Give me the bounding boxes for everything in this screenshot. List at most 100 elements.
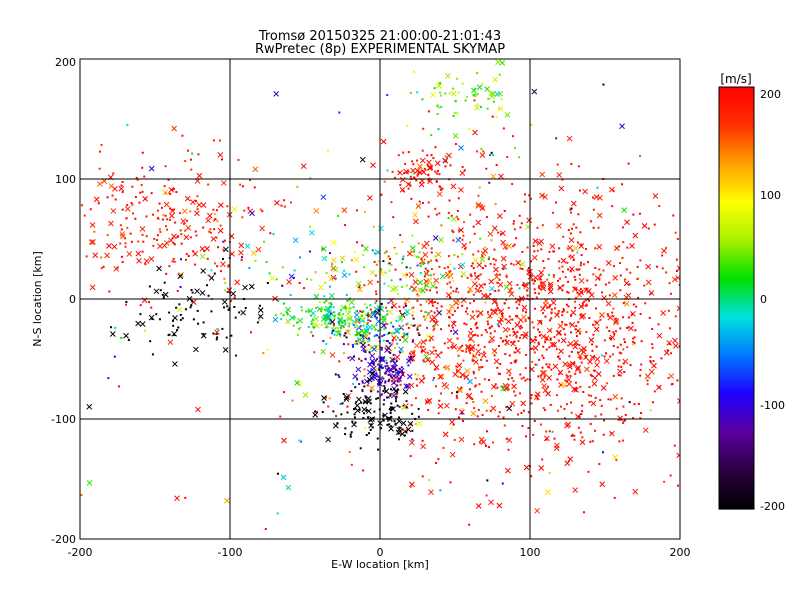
data-point-dot [125,217,128,220]
data-point-dot [168,265,171,268]
data-point-dot [567,280,570,283]
data-point-dot [325,272,328,275]
data-point-cross [361,330,368,336]
data-point-dot [498,278,501,281]
data-point-dot [615,330,618,333]
data-point-dot [619,343,622,346]
data-point-dot [456,369,459,372]
data-point-dot [549,329,552,332]
data-point-cross [479,256,486,263]
data-point-cross [613,317,620,324]
data-point-dot [325,299,328,302]
data-point-dot [158,202,161,205]
data-point-cross [339,255,346,262]
data-point-dot [156,216,159,219]
data-point-dot [546,306,549,309]
colorbar-segment [719,133,754,136]
data-point-dot [328,397,331,400]
data-point-dot [461,165,464,168]
data-point-dot [390,356,393,359]
data-point-dot [408,287,411,290]
data-point-dot [532,326,535,329]
data-point-cross [571,286,578,293]
data-point-cross [556,172,563,178]
colorbar-segment [719,131,754,134]
data-point-dot [537,341,540,344]
colorbar-segment [719,293,754,296]
colorbar-ticks: 200 100 0 -100 -200 [760,88,785,513]
data-point-dot [388,269,391,272]
data-point-cross [557,284,564,291]
data-point-cross [472,129,478,136]
data-point-dot [609,355,612,358]
data-point-dot [283,205,286,208]
data-point-cross [579,439,586,446]
data-point-dot [479,237,482,240]
data-point-dot [542,407,545,410]
data-point-dot [380,427,383,430]
data-point-dot [382,403,385,406]
data-point-dot [190,304,193,307]
data-point-dot [625,268,628,271]
data-point-dot [286,313,289,316]
colorbar-segment [719,91,754,94]
data-point-dot [355,401,358,404]
data-point-dot [381,366,384,369]
data-point-dot [386,94,389,97]
data-point-dot [674,315,677,318]
colorbar-segment [719,503,754,506]
data-point-dot [240,258,243,261]
data-point-dot [314,410,317,413]
data-point-dot [367,416,370,419]
data-point-dot [637,296,640,299]
data-point-dot [421,439,424,442]
data-point-dot [391,306,394,309]
data-point-cross [200,268,207,274]
data-point-dot [401,240,404,243]
data-point-cross [502,326,509,333]
data-point-dot [678,345,680,348]
data-point-dot [182,222,185,225]
data-point-cross [599,312,605,319]
data-point-dot [494,259,497,262]
colorbar-segment [719,223,754,226]
colorbar-segment [719,333,754,336]
data-point-cross [445,72,451,79]
data-point-dot [555,201,558,204]
data-point-dot [651,346,654,349]
data-point-dot [669,292,672,295]
data-point-cross [398,314,404,321]
data-point-dot [184,160,187,163]
colorbar-segment [719,209,754,212]
data-point-dot [515,315,518,318]
data-point-cross [597,195,603,201]
data-point-cross [456,346,463,352]
data-point-dot [98,150,101,153]
data-point-cross [325,436,332,443]
data-point-cross [177,273,184,280]
data-point-cross [407,420,414,427]
data-point-dot [551,211,554,214]
data-point-cross [444,364,451,371]
data-point-cross [496,502,503,509]
data-point-dot [386,364,389,367]
data-point-dot [387,262,390,265]
data-point-dot [367,432,370,435]
data-point-cross [489,285,495,292]
colorbar-segment [719,213,754,216]
data-point-cross [280,474,287,481]
data-point-dot [495,164,498,167]
data-point-cross [644,373,651,380]
data-point-cross [474,287,481,294]
data-point-dot [571,249,574,252]
plot-frame [79,58,681,540]
colorbar-segment [719,457,754,460]
data-point-cross [661,247,667,254]
data-point-dot [469,352,472,355]
data-point-dot [385,340,388,343]
x-tick-label: 0 [377,546,384,559]
data-point-dot [514,346,517,349]
data-point-dot [358,286,361,289]
data-point-dot [536,226,539,229]
data-point-dot [361,329,364,332]
